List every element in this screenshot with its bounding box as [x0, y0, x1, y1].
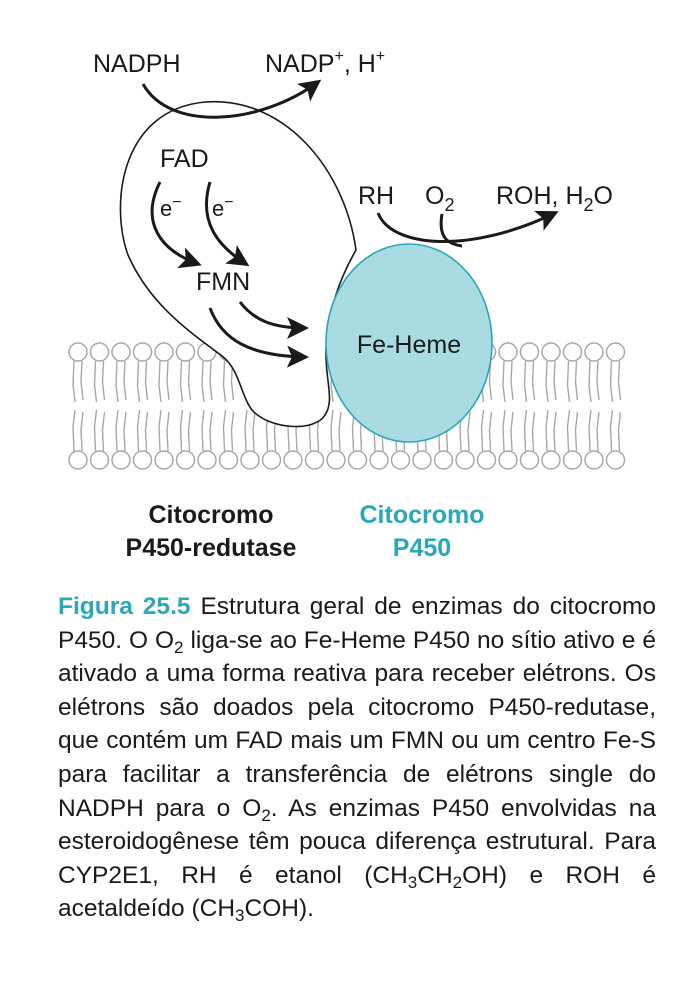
p450-name-line-1: Citocromo — [360, 501, 485, 529]
cytochrome-p450-diagram: NADPH NADP+, H+ FAD e− e− FMN RH O2 ROH,… — [68, 48, 626, 562]
nadp-plus-label: NADP+, H+ — [265, 48, 385, 78]
fmn-heme-arrow-1 — [238, 301, 309, 339]
fmn-label: FMN — [196, 268, 250, 296]
rh-label: RH — [358, 182, 394, 210]
electron-arrow-1 — [150, 181, 202, 269]
caption-sub-3: 3 — [407, 872, 418, 892]
electron-label-1: e− — [160, 194, 182, 221]
p450-heme-shape — [325, 243, 493, 443]
caption-sub-5: 3 — [235, 906, 245, 926]
p450-reductase-shape — [119, 100, 357, 428]
caption-sub-1: 2 — [174, 637, 184, 657]
caption-text-1: Estrutura geral de enzimas do citocromo … — [58, 593, 656, 654]
caption-text-2: liga-se ao Fe-Heme P450 no sítio ativo e… — [58, 626, 656, 822]
reductase-name-line-2: P450-redutase — [126, 534, 297, 562]
reductase-name-line-1: Citocromo — [149, 501, 274, 529]
caption-text-5: OH) e ROH é acetaldeído (CH — [58, 861, 656, 923]
fad-label: FAD — [160, 145, 209, 173]
caption-text-4: CH — [417, 861, 453, 889]
fmn-heme-arrow-2 — [208, 307, 309, 368]
electron-arrow-2 — [204, 181, 250, 267]
nadph-arrow — [141, 79, 322, 119]
p450-name-line-2: P450 — [393, 534, 451, 562]
nadph-label: NADPH — [93, 50, 181, 78]
caption-text-6: COH). — [244, 895, 314, 923]
oxygen-arrow — [439, 213, 463, 248]
substrate-arrow — [376, 210, 559, 244]
fe-heme-label: Fe-Heme — [357, 331, 461, 359]
caption-sub-4: 2 — [452, 872, 463, 892]
figure-caption: Figura 25.5 Estrutura geral de enzimas d… — [58, 590, 656, 926]
roh-h2o-label: ROH, H2O — [496, 182, 613, 215]
figure-label: Figura 25.5 — [58, 593, 191, 620]
electron-label-2: e− — [212, 194, 234, 221]
caption-sub-2: 2 — [261, 805, 271, 825]
o2-label: O2 — [425, 182, 454, 215]
caption-text-3: . As enzimas P450 envolvidas na esteroid… — [58, 794, 656, 889]
